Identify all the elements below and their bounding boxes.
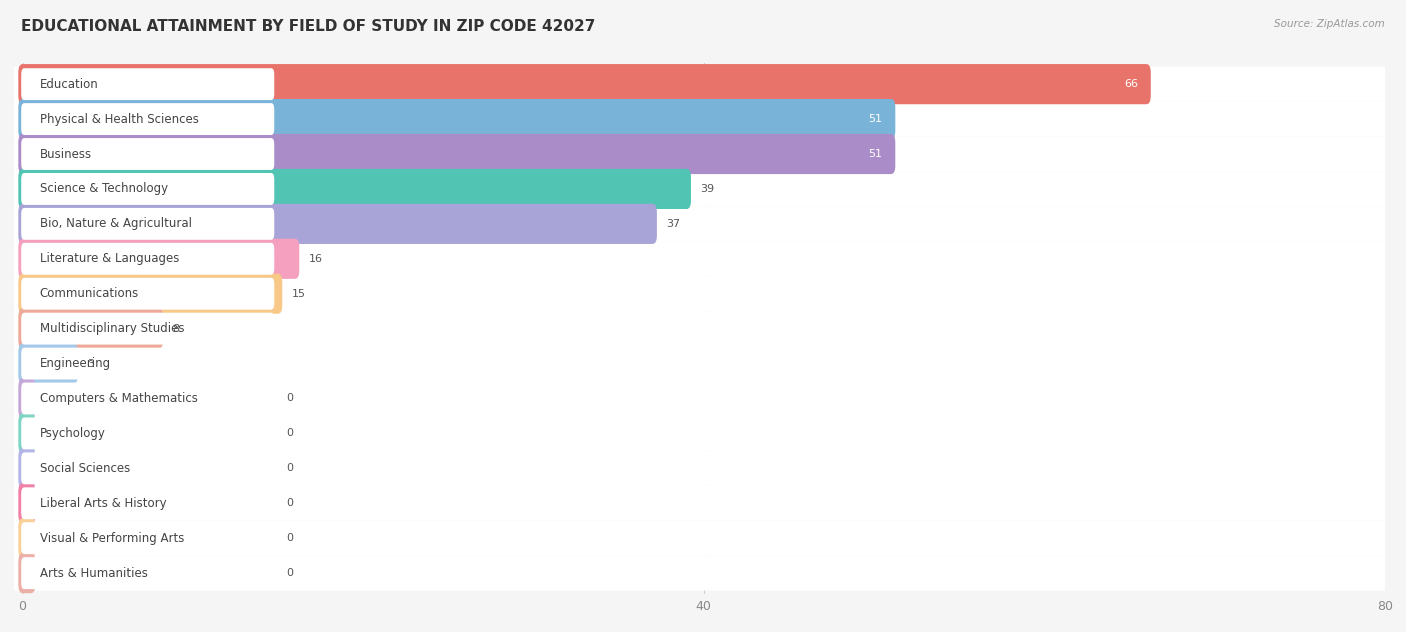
FancyBboxPatch shape <box>18 518 35 558</box>
FancyBboxPatch shape <box>6 451 1402 486</box>
FancyBboxPatch shape <box>21 243 274 275</box>
Text: 16: 16 <box>309 254 322 264</box>
FancyBboxPatch shape <box>18 308 163 349</box>
FancyBboxPatch shape <box>18 204 657 244</box>
Text: 0: 0 <box>287 498 294 508</box>
Text: Liberal Arts & History: Liberal Arts & History <box>39 497 166 510</box>
FancyBboxPatch shape <box>6 102 1402 137</box>
Text: Visual & Performing Arts: Visual & Performing Arts <box>39 532 184 545</box>
FancyBboxPatch shape <box>6 67 1402 102</box>
FancyBboxPatch shape <box>18 413 35 454</box>
FancyBboxPatch shape <box>21 313 274 344</box>
FancyBboxPatch shape <box>21 68 274 100</box>
FancyBboxPatch shape <box>6 276 1402 311</box>
Text: 51: 51 <box>869 114 883 124</box>
FancyBboxPatch shape <box>6 137 1402 171</box>
FancyBboxPatch shape <box>6 311 1402 346</box>
FancyBboxPatch shape <box>18 379 35 418</box>
FancyBboxPatch shape <box>6 521 1402 556</box>
Text: Physical & Health Sciences: Physical & Health Sciences <box>39 112 198 126</box>
Text: Communications: Communications <box>39 287 139 300</box>
Text: Business: Business <box>39 147 91 161</box>
FancyBboxPatch shape <box>21 173 274 205</box>
FancyBboxPatch shape <box>18 448 35 489</box>
FancyBboxPatch shape <box>21 453 274 484</box>
Text: 0: 0 <box>287 463 294 473</box>
Text: 3: 3 <box>87 358 94 368</box>
FancyBboxPatch shape <box>6 416 1402 451</box>
FancyBboxPatch shape <box>21 348 274 379</box>
FancyBboxPatch shape <box>21 103 274 135</box>
FancyBboxPatch shape <box>6 241 1402 276</box>
Text: 66: 66 <box>1123 79 1137 89</box>
FancyBboxPatch shape <box>18 64 1150 104</box>
Text: 0: 0 <box>287 533 294 543</box>
FancyBboxPatch shape <box>18 169 690 209</box>
FancyBboxPatch shape <box>18 483 35 523</box>
Text: 8: 8 <box>173 324 180 334</box>
FancyBboxPatch shape <box>6 381 1402 416</box>
Text: 37: 37 <box>666 219 681 229</box>
FancyBboxPatch shape <box>18 99 896 139</box>
FancyBboxPatch shape <box>21 418 274 449</box>
Text: Literature & Languages: Literature & Languages <box>39 252 179 265</box>
FancyBboxPatch shape <box>21 487 274 520</box>
FancyBboxPatch shape <box>21 522 274 554</box>
FancyBboxPatch shape <box>18 134 896 174</box>
FancyBboxPatch shape <box>6 171 1402 207</box>
Text: Psychology: Psychology <box>39 427 105 440</box>
FancyBboxPatch shape <box>21 208 274 240</box>
Text: Computers & Mathematics: Computers & Mathematics <box>39 392 197 405</box>
Text: Engineering: Engineering <box>39 357 111 370</box>
Text: Multidisciplinary Studies: Multidisciplinary Studies <box>39 322 184 335</box>
Text: Source: ZipAtlas.com: Source: ZipAtlas.com <box>1274 19 1385 29</box>
Text: 0: 0 <box>287 428 294 439</box>
Text: 39: 39 <box>700 184 714 194</box>
Text: EDUCATIONAL ATTAINMENT BY FIELD OF STUDY IN ZIP CODE 42027: EDUCATIONAL ATTAINMENT BY FIELD OF STUDY… <box>21 19 596 34</box>
FancyBboxPatch shape <box>18 343 77 384</box>
FancyBboxPatch shape <box>6 556 1402 590</box>
Text: Social Sciences: Social Sciences <box>39 462 129 475</box>
FancyBboxPatch shape <box>21 278 274 310</box>
FancyBboxPatch shape <box>6 486 1402 521</box>
Text: 0: 0 <box>287 394 294 403</box>
Text: 15: 15 <box>291 289 305 299</box>
FancyBboxPatch shape <box>21 382 274 415</box>
FancyBboxPatch shape <box>6 346 1402 381</box>
FancyBboxPatch shape <box>18 239 299 279</box>
Text: 51: 51 <box>869 149 883 159</box>
FancyBboxPatch shape <box>18 553 35 593</box>
FancyBboxPatch shape <box>21 138 274 170</box>
Text: Education: Education <box>39 78 98 90</box>
Text: 0: 0 <box>287 568 294 578</box>
Text: Arts & Humanities: Arts & Humanities <box>39 567 148 580</box>
FancyBboxPatch shape <box>6 207 1402 241</box>
FancyBboxPatch shape <box>18 274 283 314</box>
Text: Science & Technology: Science & Technology <box>39 183 167 195</box>
Text: Bio, Nature & Agricultural: Bio, Nature & Agricultural <box>39 217 191 230</box>
FancyBboxPatch shape <box>21 557 274 589</box>
